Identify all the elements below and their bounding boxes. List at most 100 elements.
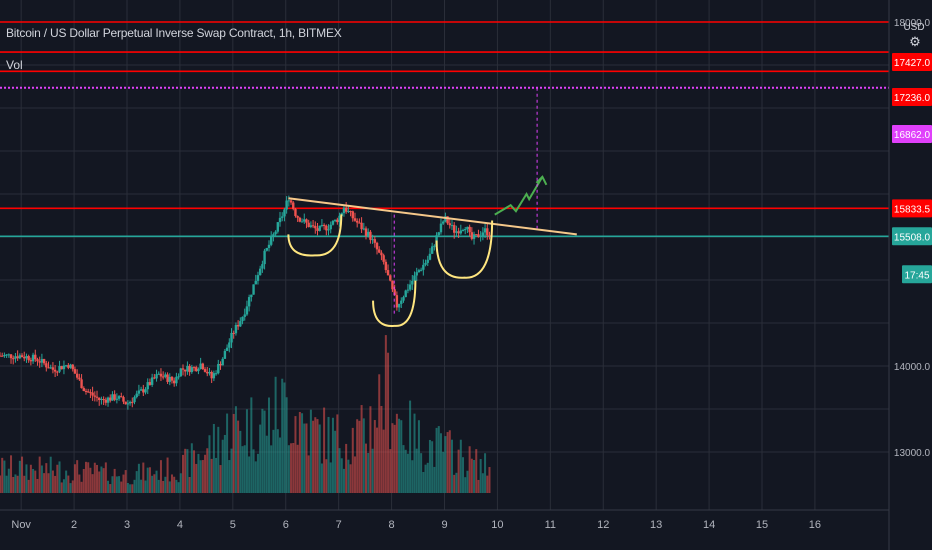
volume-bar — [298, 411, 301, 493]
x-tick-label: 2 — [71, 519, 77, 531]
volume-bar — [323, 407, 326, 493]
candle-body — [342, 207, 346, 214]
volume-bar — [170, 474, 173, 493]
price-tag — [892, 199, 932, 218]
volume-bar — [25, 464, 28, 493]
candle-body — [0, 355, 2, 357]
volume-bar — [146, 467, 149, 493]
x-tick-label: 8 — [389, 519, 395, 531]
candle-body — [9, 354, 13, 359]
gear-icon[interactable]: ⚙ — [909, 34, 921, 49]
volume-bar — [334, 430, 337, 493]
candle-body — [36, 359, 39, 362]
volume-bar — [199, 460, 202, 493]
candle-body — [453, 225, 456, 233]
candle-body — [159, 373, 163, 377]
volume-bar — [47, 473, 50, 493]
volume-bar — [173, 476, 176, 493]
candle-body — [111, 394, 114, 401]
volume-bar — [153, 474, 156, 493]
candle-body — [133, 397, 136, 403]
candle-body — [364, 228, 368, 236]
candle-body — [184, 369, 187, 372]
candle-body — [157, 373, 160, 375]
candle-body — [457, 231, 460, 234]
volume-bar — [126, 482, 129, 493]
price-tag — [892, 53, 932, 71]
volume-bar — [256, 453, 259, 493]
neckline-trendline — [288, 197, 577, 236]
volume-bar — [431, 441, 434, 493]
x-tick-label: 14 — [703, 519, 715, 531]
volume-bar — [93, 462, 96, 493]
volume-bar — [182, 454, 185, 493]
volume-bar — [120, 481, 123, 493]
volume-bar — [329, 462, 332, 493]
volume-bar — [5, 475, 8, 493]
price-tag-label: 15508.0 — [894, 232, 931, 243]
candle-body — [461, 229, 465, 231]
volume-bar — [118, 476, 121, 493]
currency-button[interactable]: USD — [903, 22, 925, 33]
volume-bar — [54, 475, 57, 493]
volume-bar — [137, 463, 140, 493]
candle-body — [219, 364, 222, 366]
price-tag — [892, 88, 932, 106]
candle-body — [1, 355, 4, 357]
volume-bar — [373, 420, 376, 493]
volume-bar — [29, 464, 32, 493]
candle-body — [329, 224, 332, 230]
candle-body — [360, 222, 363, 230]
candle-body — [164, 374, 167, 377]
volume-bar — [23, 475, 26, 493]
volume-bar — [267, 397, 270, 493]
candle-body — [311, 225, 315, 227]
volume-bar — [420, 453, 423, 493]
volume-bar — [413, 413, 416, 493]
volume-bar — [234, 406, 237, 493]
volume-bar — [393, 424, 396, 493]
volume-bar — [133, 479, 136, 493]
volume-bar — [18, 460, 21, 493]
annotations — [287, 87, 577, 327]
volume-bar — [12, 476, 15, 493]
volume-bar — [162, 480, 165, 493]
candle-body — [203, 369, 207, 372]
volume-bar — [164, 476, 167, 493]
volume-bar — [473, 459, 476, 493]
chart-title: Bitcoin / US Dollar Perpetual Inverse Sw… — [6, 26, 342, 40]
volume-bars — [0, 335, 491, 493]
candle-body — [124, 401, 127, 405]
volume-bar — [325, 459, 328, 493]
x-tick-label: 4 — [177, 519, 183, 531]
volume-bar — [263, 410, 266, 493]
candle-body — [98, 397, 101, 401]
candle-body — [23, 357, 26, 359]
candle-body — [120, 396, 123, 398]
candle-body — [318, 225, 321, 231]
candle-body — [404, 290, 407, 298]
candle-body — [31, 354, 35, 362]
candle-body — [283, 209, 286, 217]
volume-bar — [107, 480, 110, 493]
price-tag-label: 17427.0 — [894, 58, 931, 69]
candle-body — [254, 280, 257, 285]
candle-body — [181, 368, 185, 370]
volume-bar — [462, 457, 465, 493]
candle-body — [122, 397, 125, 402]
candle-body — [188, 365, 191, 373]
volume-bar — [21, 456, 24, 493]
x-tick-label: 3 — [124, 519, 130, 531]
candle-body — [78, 377, 81, 380]
left-shoulder-annotation — [287, 214, 343, 257]
candle-body — [38, 361, 41, 363]
head-annotation — [372, 280, 417, 327]
volume-bar — [135, 471, 138, 493]
volume-bar — [91, 474, 94, 493]
volume-bar — [166, 457, 169, 493]
volume-bar — [58, 461, 61, 493]
candle-body — [192, 367, 196, 369]
